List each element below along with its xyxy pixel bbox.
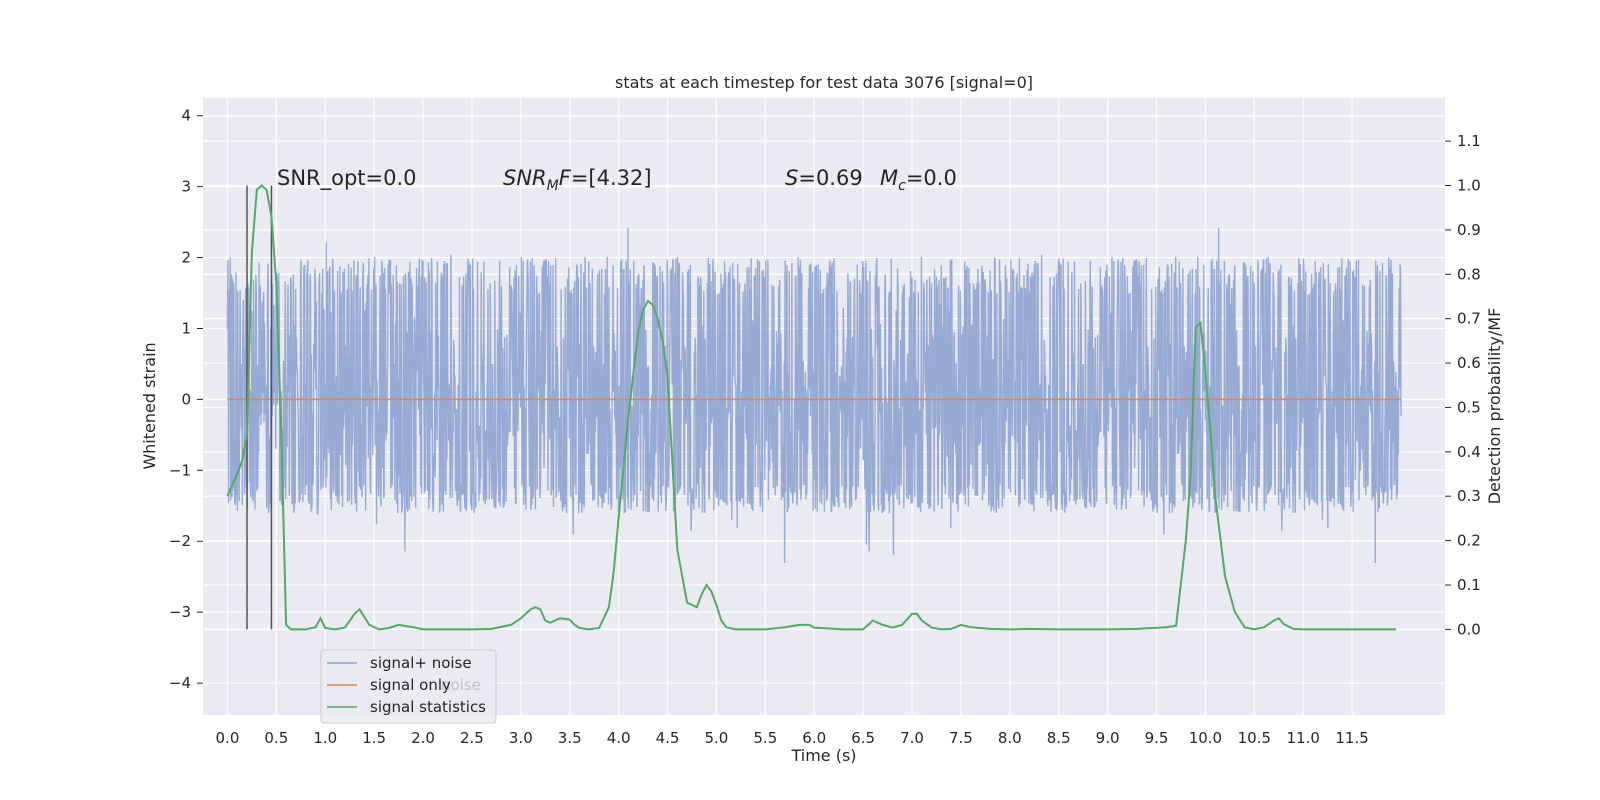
x-tick-label: 10.0 (1189, 729, 1222, 747)
y-tick-label: −1 (169, 461, 191, 479)
y2-tick-label: 0.6 (1457, 354, 1481, 372)
x-tick-label: 8.0 (998, 729, 1022, 747)
annotation-s: S=0.69 (785, 166, 863, 190)
y2-tick-label: 0.1 (1457, 576, 1481, 594)
series-layer (226, 184, 1402, 631)
x-tick-label: 6.0 (802, 729, 826, 747)
annotation-snr-mf: SNRMF=[4.32] (503, 166, 652, 194)
series-signal-noise (226, 227, 1402, 564)
x-tick-label: 0.0 (216, 729, 240, 747)
y2-tick-label: 0.5 (1457, 398, 1481, 416)
chart-title: stats at each timestep for test data 307… (615, 73, 1033, 92)
legend: signal+ noise signal only noise signal s… (320, 649, 497, 724)
x-tick-label: 8.5 (1047, 729, 1071, 747)
legend-box (320, 649, 497, 724)
x-tick-label: 3.5 (558, 729, 582, 747)
x-tick-label: 10.5 (1238, 729, 1271, 747)
legend-hidden-text: noise (441, 676, 481, 694)
series-signal-statistics (226, 184, 1397, 631)
y-tick-label: −4 (169, 674, 191, 692)
x-tick-label: 1.0 (313, 729, 337, 747)
legend-label-signal: signal only (370, 676, 451, 694)
annotation-snr-mf-value: =[4.32] (571, 166, 652, 190)
annotation-s-value: =0.69 (798, 166, 862, 190)
y-tick-label: 0 (181, 390, 191, 408)
axes-layer: 0.0 0.5 1.0 1.5 2.0 2.5 3.0 3.5 4.0 4.5 5.0 5.5 6.0 6… (169, 107, 1481, 747)
y2-tick-label: 0.3 (1457, 487, 1481, 505)
y2-tick-label: 0.0 (1457, 620, 1481, 638)
x-tick-label: 2.5 (460, 729, 484, 747)
x-tick-label: 11.0 (1286, 729, 1319, 747)
x-tick-label: 7.5 (949, 729, 973, 747)
x-axis-title: Time (s) (790, 746, 856, 765)
annotation-mc-value: =0.0 (906, 166, 957, 190)
y2-tick-label: 1.1 (1457, 132, 1481, 150)
y-tick-label: 3 (181, 178, 191, 196)
y2-tick-label: 0.8 (1457, 265, 1481, 283)
annotation-mc-sub: c (898, 178, 906, 194)
x-tick-label: 6.5 (851, 729, 875, 747)
y2-tick-label: 0.7 (1457, 310, 1481, 328)
y2-axis-title: Detection probability/MF (1485, 308, 1504, 505)
x-tick-label: 9.5 (1145, 729, 1169, 747)
x-tick-label: 4.5 (656, 729, 680, 747)
x-tick-label: 4.0 (607, 729, 631, 747)
x-tick-label: 0.5 (264, 729, 288, 747)
annotation-snr-opt: SNR_opt=0.0 (277, 166, 417, 191)
annotation-s-var: S (785, 166, 798, 190)
x-tick-label: 5.0 (704, 729, 728, 747)
y2-tick-label: 1.0 (1457, 176, 1481, 194)
annotation-snr-mf-var: SNR (503, 166, 547, 190)
x-tick-label: 1.5 (362, 729, 386, 747)
y-tick-label: −3 (169, 603, 191, 621)
x-tick-label: 9.0 (1096, 729, 1120, 747)
y-tick-label: −2 (169, 532, 191, 550)
x-tick-label: 5.5 (753, 729, 777, 747)
y2-tick-label: 0.9 (1457, 221, 1481, 239)
y-tick-label: 4 (181, 107, 191, 125)
x-tick-label: 3.0 (509, 729, 533, 747)
x-tick-label: 7.0 (900, 729, 924, 747)
x-tick-label: 2.0 (411, 729, 435, 747)
y-axis-title: Whitened strain (140, 342, 159, 469)
annotation-snr-mf-var2: F (559, 166, 572, 190)
annotation-snr-mf-sub: M (547, 178, 559, 194)
x-tick-label: 11.5 (1335, 729, 1368, 747)
y2-tick-label: 0.2 (1457, 532, 1481, 550)
legend-label-statistics: signal statistics (370, 698, 486, 716)
y2-tick-label: 0.4 (1457, 443, 1481, 461)
annotation-mc: Mc=0.0 (880, 166, 957, 194)
y-tick-label: 2 (181, 249, 191, 267)
legend-label-noise: signal+ noise (370, 654, 472, 672)
y-tick-label: 1 (181, 319, 191, 337)
annotation-mc-var: M (880, 166, 898, 190)
